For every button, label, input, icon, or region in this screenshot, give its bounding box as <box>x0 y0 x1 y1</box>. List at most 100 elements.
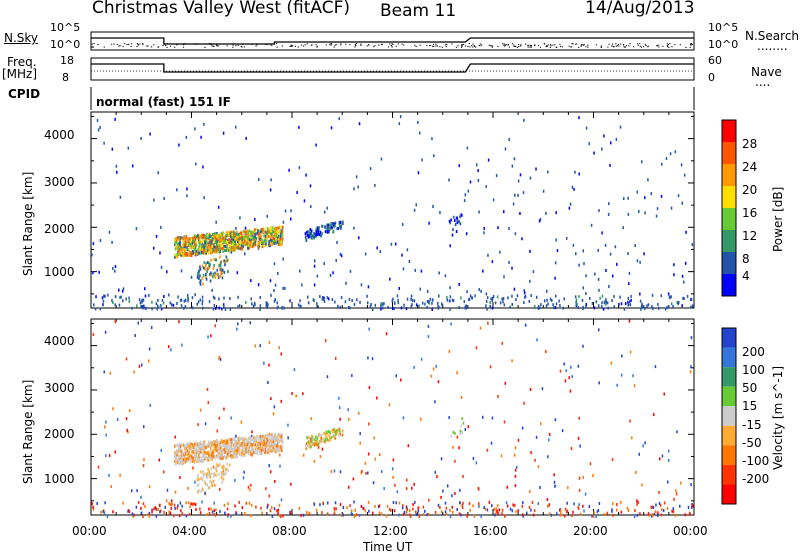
velocity-ground-point <box>122 501 124 505</box>
power-noise-point <box>627 212 630 216</box>
power-echo-point <box>190 240 192 244</box>
velocity-echo-point <box>197 483 200 487</box>
velocity-echo-point <box>217 464 219 468</box>
nsearch-dot <box>292 45 294 47</box>
velocity-echo-point <box>209 447 212 451</box>
velocity-noise-point <box>661 454 664 458</box>
velocity-echo-point <box>232 448 234 452</box>
power-ground-point <box>176 301 178 305</box>
nsearch-dot <box>479 45 481 47</box>
nsearch-dot <box>297 46 299 48</box>
velocity-echo-point <box>201 454 204 458</box>
nsearch-dot <box>543 43 546 45</box>
velocity-ground-point <box>390 508 392 512</box>
velocity-ground-point <box>521 504 524 508</box>
power-echo-point <box>228 244 231 248</box>
velocity-echo-point <box>215 473 217 477</box>
velocity-echo-point <box>208 470 211 474</box>
nsearch-dot <box>118 45 120 47</box>
power-ground-point <box>652 307 654 311</box>
power-echo-point <box>273 235 275 239</box>
power-noise-point <box>503 210 505 214</box>
power-echo-point <box>240 244 243 248</box>
velocity-noise-point <box>361 469 363 473</box>
nsearch-dots: ........ <box>757 39 788 53</box>
velocity-echo-point <box>271 437 274 441</box>
power-echo-point <box>280 240 283 244</box>
power-echo-point <box>277 242 280 246</box>
velocity-ground-point <box>415 510 417 514</box>
velocity-ground-point <box>157 507 159 511</box>
velocity-echo-point <box>191 456 193 460</box>
power-noise-point <box>432 205 434 209</box>
power-noise-point <box>157 298 159 302</box>
nsearch-dot <box>576 43 578 45</box>
velocity-echo-point <box>280 435 283 439</box>
velocity-noise-point <box>352 477 355 481</box>
power-noise-point <box>191 306 194 310</box>
power-echo-point <box>229 238 231 242</box>
velocity-noise-point <box>270 397 272 401</box>
velocity-ground-point <box>498 508 501 512</box>
velocity-echo-point <box>196 478 199 482</box>
velocity-echo-point <box>228 454 230 458</box>
power-echo-point <box>210 248 213 252</box>
power-ground-point <box>274 298 277 302</box>
nsearch-dot <box>518 45 520 47</box>
nsearch-dot <box>689 43 692 45</box>
velocity-ground-point <box>398 501 401 505</box>
velocity-noise-point <box>174 490 177 494</box>
power-echo-point <box>233 230 235 234</box>
power-noise-point <box>313 264 316 268</box>
power-noise-point <box>691 243 694 247</box>
velocity-noise-point <box>486 448 489 452</box>
velocity-ground-point <box>181 512 184 516</box>
power-echo-point <box>195 249 198 253</box>
noise-tick-right-top: 10^5 <box>708 21 739 34</box>
power-ground-point <box>427 300 430 304</box>
power-noise-point <box>339 305 341 309</box>
power-echo-point <box>225 234 228 238</box>
power-echo-point <box>279 232 282 236</box>
velocity-echo-point <box>208 456 210 460</box>
power-echo-point <box>228 238 230 242</box>
power-echo-point <box>272 230 274 234</box>
velocity-noise-point <box>125 357 128 361</box>
power-ground-point <box>647 303 650 307</box>
velocity-noise-point <box>373 436 375 440</box>
power-echo-point <box>245 230 247 234</box>
power-echo-point <box>305 237 307 241</box>
power-echo-point <box>248 229 251 233</box>
power-echo-point <box>223 270 226 274</box>
velocity-noise-point <box>592 473 594 477</box>
velocity-ground-point <box>501 508 504 512</box>
velocity-echo-point <box>460 424 463 428</box>
power-noise-point <box>313 283 316 287</box>
power-echo-point <box>224 263 226 267</box>
velocity-echo-point <box>241 445 244 449</box>
power-ground-point <box>448 299 451 303</box>
nsearch-dot <box>587 44 589 46</box>
nsearch-dot <box>505 43 507 45</box>
velocity-echo-point <box>192 446 195 450</box>
velocity-echo-point <box>338 434 341 438</box>
power-noise-point <box>681 201 684 205</box>
power-ground-point <box>471 296 474 300</box>
power-echo-point <box>188 243 191 247</box>
xtick: 12:00 <box>373 524 408 538</box>
velocity-echo-point <box>262 448 264 452</box>
power-noise-point <box>323 210 326 214</box>
power-ground-point <box>276 301 278 305</box>
power-echo-point <box>237 238 239 242</box>
power-ground-point <box>465 304 467 308</box>
nsearch-dot <box>461 44 463 46</box>
nsearch-dot <box>669 43 671 45</box>
power-ground-point <box>668 295 671 299</box>
power-noise-point <box>394 242 397 246</box>
cpid-label: CPID <box>8 87 41 101</box>
velocity-noise-point <box>596 510 599 514</box>
velocity-ground-point <box>159 503 161 507</box>
velocity-noise-point <box>148 347 151 351</box>
power-noise-point <box>529 249 531 253</box>
velocity-ground-point <box>521 513 524 517</box>
